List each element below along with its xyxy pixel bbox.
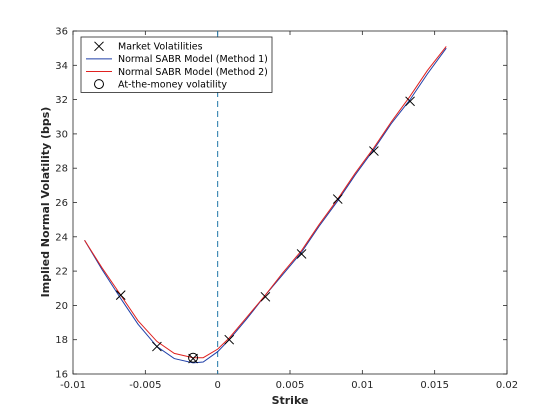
legend-box bbox=[80, 36, 273, 93]
market-volatility-point bbox=[369, 146, 379, 156]
y-tick-label: 32 bbox=[55, 95, 68, 106]
x-tick-label: 0.015 bbox=[420, 380, 449, 391]
y-tick-label: 22 bbox=[55, 267, 68, 278]
market-volatility-point bbox=[115, 290, 126, 300]
market-volatility-point bbox=[296, 249, 307, 259]
market-volatility-point bbox=[405, 96, 415, 107]
market-volatility-point bbox=[332, 194, 343, 204]
series-line-2 bbox=[84, 47, 447, 364]
y-tick-label: 20 bbox=[55, 301, 68, 312]
y-tick-label: 28 bbox=[55, 164, 68, 175]
market-volatility-point bbox=[260, 291, 271, 302]
x-tick-label: 0 bbox=[214, 380, 220, 391]
market-volatility-point bbox=[152, 341, 162, 352]
legend-label: Market Volatilities bbox=[118, 42, 203, 53]
x-tick-label: 0.02 bbox=[496, 380, 518, 391]
x-tick-label: -0.005 bbox=[129, 380, 161, 391]
legend-label: Normal SABR Model (Method 2) bbox=[118, 67, 268, 78]
y-tick-label: 36 bbox=[55, 27, 68, 38]
legend-label: At-the-money volatility bbox=[118, 79, 227, 90]
y-tick-label: 34 bbox=[55, 61, 68, 72]
series-lines bbox=[84, 46, 447, 364]
atm-volatility-point bbox=[188, 352, 199, 363]
y-tick-label: 24 bbox=[55, 232, 68, 243]
y-tick-label: 30 bbox=[55, 129, 68, 140]
y-tick-label: 16 bbox=[55, 370, 68, 381]
series-line-3 bbox=[84, 46, 447, 359]
x-tick-label: 0.01 bbox=[351, 380, 373, 391]
y-tick-label: 26 bbox=[55, 198, 68, 209]
x-tick-label: 0.005 bbox=[276, 380, 305, 391]
market-volatility-point bbox=[224, 334, 235, 345]
x-tick-label: -0.01 bbox=[60, 380, 86, 391]
axis-ticks: -0.01 -0.005 0 0.005 0.01 0.015 0.02 16 18 20 22 24… bbox=[55, 27, 518, 392]
legend-swatch-circle bbox=[94, 79, 104, 90]
y-tick-label: 18 bbox=[55, 335, 68, 346]
legend-label: Normal SABR Model (Method 1) bbox=[118, 54, 268, 65]
x-axis-label: Strike bbox=[272, 394, 309, 407]
legend-swatch-x bbox=[94, 41, 104, 52]
series-markers bbox=[115, 96, 415, 364]
y-axis-label: Implied Normal Volatility (bps) bbox=[39, 107, 52, 298]
